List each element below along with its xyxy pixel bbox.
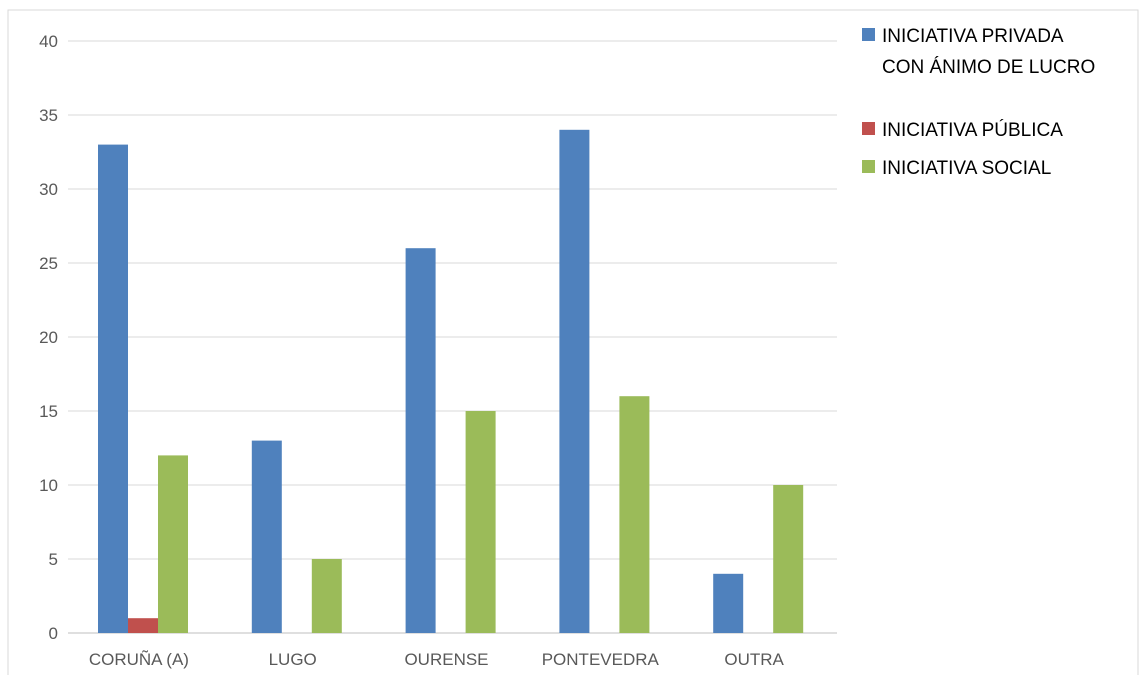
legend: INICIATIVA PRIVADA CON ÁNIMO DE LUCRO INIC…	[862, 26, 1095, 179]
legend-label: CON ÁNIMO DE LUCRO	[882, 57, 1095, 78]
chart-frame	[7, 9, 1139, 675]
bar-iniciativa-privada-con-nimo-de-lucro-0	[98, 144, 128, 633]
legend-swatch	[862, 160, 875, 173]
bar-iniciativa-privada-con-nimo-de-lucro-3	[559, 129, 590, 634]
x-tick-label: PONTEVEDRA	[542, 650, 660, 669]
y-tick-label: 20	[39, 328, 58, 347]
y-axis-tick-labels: 0 5 10 15 20 25 30 35 40	[39, 32, 58, 643]
bar-iniciativa-privada-con-nimo-de-lucro-1	[251, 440, 282, 633]
y-tick-label: 0	[49, 624, 58, 643]
legend-swatch	[862, 28, 875, 41]
y-tick-label: 35	[39, 106, 58, 125]
y-tick-label: 10	[39, 476, 58, 495]
x-axis-tick-labels: CORUÑA (A) LUGO OURENSE PONTEVEDRA OUTRA	[89, 650, 785, 669]
bar-iniciativa-privada-con-nimo-de-lucro-2	[405, 248, 436, 633]
y-tick-label: 15	[39, 402, 58, 421]
y-tick-label: 30	[39, 180, 58, 199]
bar-iniciativa-social-4	[773, 485, 804, 633]
y-tick-label: 5	[49, 550, 58, 569]
x-tick-label: CORUÑA (A)	[89, 650, 189, 669]
y-tick-label: 40	[39, 32, 58, 51]
gridlines	[68, 40, 837, 634]
bar-iniciativa-social-0	[158, 455, 188, 633]
bar-iniciativa-social-2	[465, 411, 496, 633]
legend-swatch	[862, 122, 875, 135]
legend-label: INICIATIVA PRIVADA	[882, 26, 1064, 47]
y-tick-label: 25	[39, 254, 58, 273]
bar-iniciativa-social-3	[619, 396, 650, 633]
legend-label: INICIATIVA PÚBLICA	[882, 119, 1063, 141]
bar-iniciativa-social-1	[311, 559, 342, 633]
bar-iniciativa-privada-con-nimo-de-lucro-4	[713, 573, 744, 633]
bars	[98, 129, 804, 634]
x-tick-label: LUGO	[269, 650, 317, 669]
x-tick-label: OURENSE	[404, 650, 488, 669]
bar-iniciativa-p-blica-0	[128, 618, 158, 633]
x-tick-label: OUTRA	[724, 650, 784, 669]
legend-label: INICIATIVA SOCIAL	[882, 158, 1051, 179]
